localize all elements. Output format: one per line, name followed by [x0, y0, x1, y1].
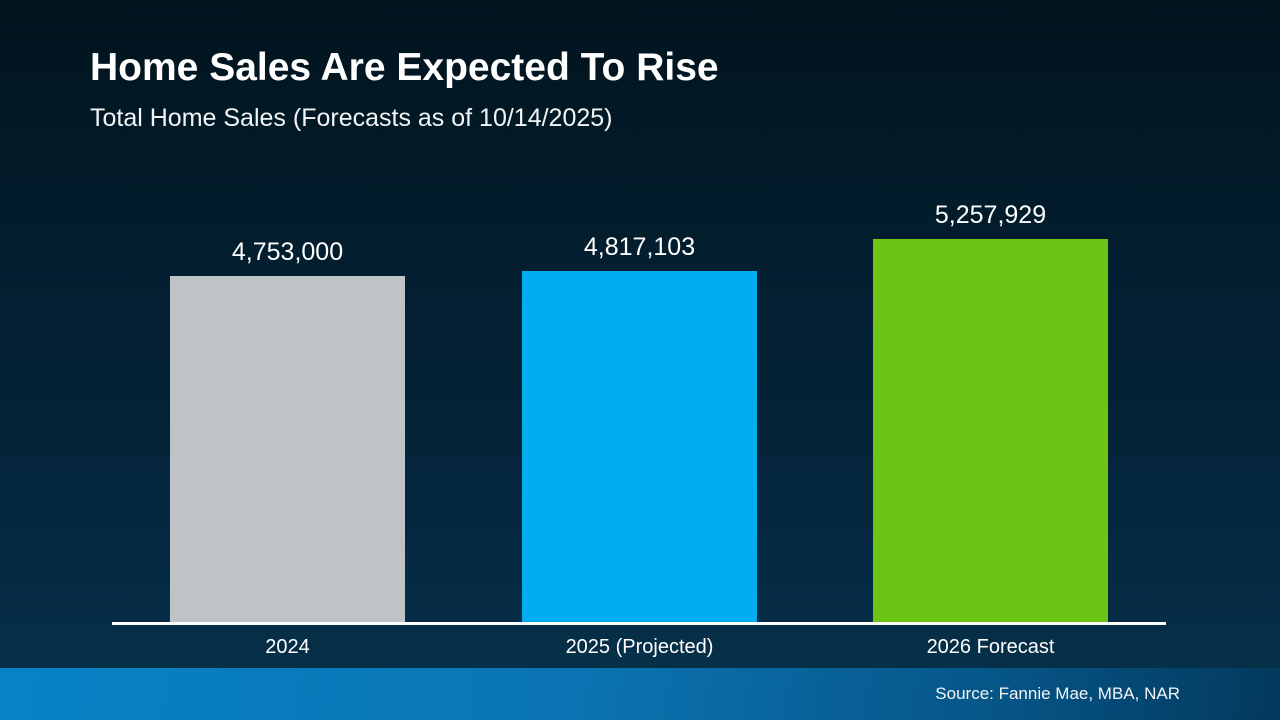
- bar-2025: [522, 271, 757, 622]
- category-label-2025: 2025 (Projected): [565, 636, 714, 658]
- bar-value-label: 4,753,000: [231, 237, 344, 266]
- bar-2026: [873, 239, 1108, 622]
- category-label-2026: 2026 Forecast: [926, 636, 1055, 658]
- bar-value-label: 4,817,103: [583, 233, 696, 262]
- bar-group-2024: 4,753,000: [170, 238, 405, 622]
- category-label-2024: 2024: [265, 636, 310, 658]
- bar-2024: [170, 275, 405, 622]
- x-axis-baseline: [112, 622, 1166, 625]
- source-attribution: Source: Fannie Mae, MBA, NAR: [935, 684, 1180, 703]
- footer-bar: Source: Fannie Mae, MBA, NAR: [0, 668, 1280, 720]
- chart-title: Home Sales Are Expected To Rise: [90, 46, 719, 89]
- bar-value-label: 5,257,929: [934, 201, 1047, 229]
- bar-group-2025: 4,817,103: [522, 233, 757, 622]
- chart-subtitle: Total Home Sales (Forecasts as of 10/14/…: [90, 104, 613, 132]
- bar-group-2026: 5,257,929: [873, 201, 1108, 622]
